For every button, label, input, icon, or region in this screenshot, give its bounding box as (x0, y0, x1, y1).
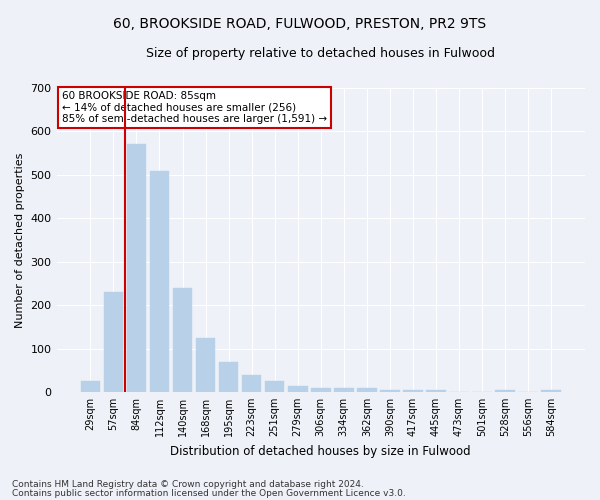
Bar (334, 388, 353, 392)
Bar (288, 386, 308, 392)
Bar (196, 338, 215, 392)
Bar (242, 374, 262, 392)
Bar (496, 390, 515, 392)
Text: 60, BROOKSIDE ROAD, FULWOOD, PRESTON, PR2 9TS: 60, BROOKSIDE ROAD, FULWOOD, PRESTON, PR… (113, 18, 487, 32)
Y-axis label: Number of detached properties: Number of detached properties (15, 152, 25, 328)
Bar (541, 390, 561, 392)
Bar (265, 381, 284, 392)
Bar (357, 388, 377, 392)
Bar (80, 381, 100, 392)
Bar (149, 170, 169, 392)
Bar (380, 390, 400, 392)
Bar (426, 390, 446, 392)
Text: 60 BROOKSIDE ROAD: 85sqm
← 14% of detached houses are smaller (256)
85% of semi-: 60 BROOKSIDE ROAD: 85sqm ← 14% of detach… (62, 91, 327, 124)
Bar (311, 388, 331, 392)
Bar (173, 288, 193, 392)
Bar (219, 362, 238, 392)
Bar (104, 292, 123, 392)
Title: Size of property relative to detached houses in Fulwood: Size of property relative to detached ho… (146, 48, 495, 60)
Bar (403, 390, 423, 392)
Bar (127, 144, 146, 392)
Text: Contains HM Land Registry data © Crown copyright and database right 2024.: Contains HM Land Registry data © Crown c… (12, 480, 364, 489)
Text: Contains public sector information licensed under the Open Government Licence v3: Contains public sector information licen… (12, 489, 406, 498)
X-axis label: Distribution of detached houses by size in Fulwood: Distribution of detached houses by size … (170, 444, 471, 458)
